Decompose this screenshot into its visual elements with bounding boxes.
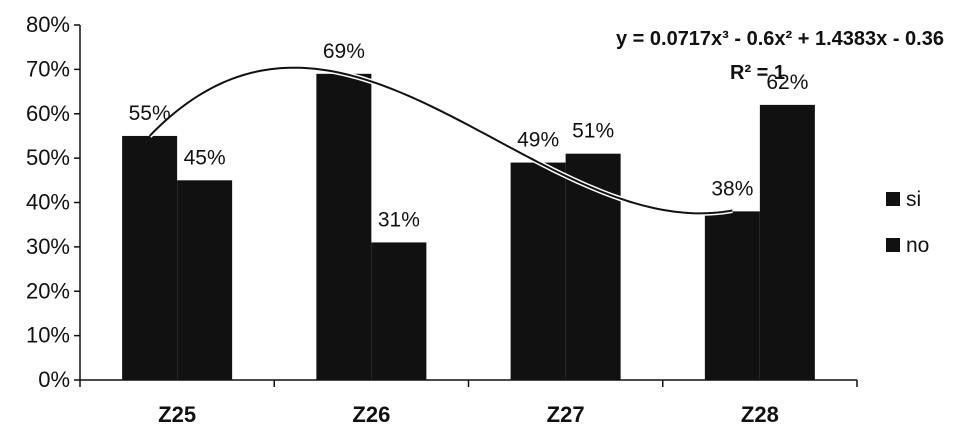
y-tick-label: 80%: [26, 12, 70, 37]
data-label-no-z26: 31%: [378, 208, 420, 231]
x-tick-label: Z26: [352, 402, 390, 425]
bar-si-z27: [510, 162, 566, 380]
y-tick-label: 0%: [38, 367, 70, 392]
y-axis: 0% 10% 20% 30% 40% 50% 60% 70% 80%: [26, 12, 81, 392]
legend-swatch-no: [886, 238, 900, 252]
bar-si-z28: [704, 211, 760, 380]
x-tick-label: Z28: [741, 402, 779, 425]
data-label-si-z26: 69%: [323, 40, 365, 63]
data-labels: 55% 45% 69% 31% 49% 51% 38% 62%: [129, 40, 809, 232]
y-tick-label: 10%: [26, 323, 70, 348]
y-tick-label: 30%: [26, 234, 70, 259]
bars: [122, 73, 815, 380]
legend-label-si: si: [906, 188, 921, 211]
trendline-equation: y = 0.0717x³ - 0.6x² + 1.4383x - 0.36: [616, 28, 944, 50]
legend-swatch-si: [886, 192, 900, 206]
bar-no-z26: [371, 242, 427, 380]
trendline-halo: [147, 65, 733, 216]
bar-si-z26: [316, 73, 372, 380]
y-tick-label: 20%: [26, 278, 70, 303]
legend-label-no: no: [906, 234, 929, 257]
trendline-path: [148, 66, 733, 215]
x-tick-label: Z25: [158, 402, 196, 425]
bar-no-z27: [565, 153, 621, 380]
data-label-no-z25: 45%: [184, 146, 226, 169]
data-label-si-z27: 49%: [517, 129, 559, 152]
y-tick-label: 70%: [26, 56, 70, 81]
x-axis: Z25 Z26 Z27 Z28: [79, 379, 858, 425]
trendline-layer: [147, 65, 733, 216]
bar-no-z25: [177, 180, 233, 380]
bar-si-z25: [122, 135, 178, 380]
bar-no-z28: [759, 104, 815, 380]
y-tick-label: 40%: [26, 190, 70, 215]
data-label-si-z25: 55%: [129, 102, 171, 125]
y-tick-label: 50%: [26, 145, 70, 170]
y-tick-label: 60%: [26, 101, 70, 126]
x-tick-label: Z27: [547, 402, 585, 425]
data-label-no-z28: 62%: [766, 71, 808, 94]
trendline-r-squared: R² = 1: [730, 62, 785, 84]
legend: si no: [886, 188, 929, 257]
data-label-no-z27: 51%: [572, 120, 614, 143]
data-label-si-z28: 38%: [711, 177, 753, 200]
